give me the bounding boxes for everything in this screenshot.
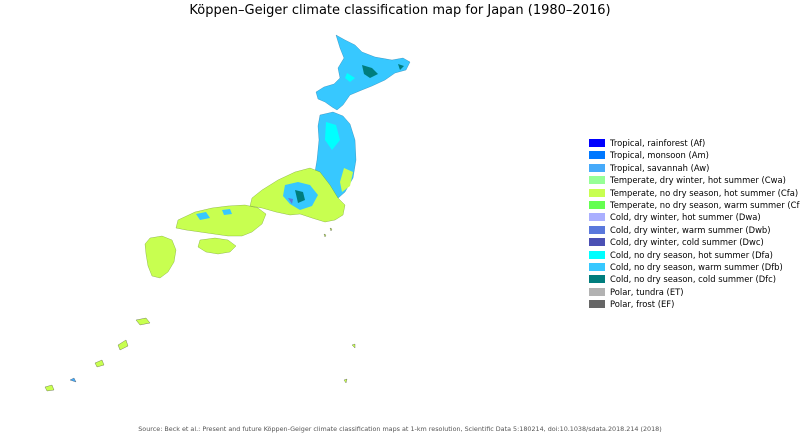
legend-label: Cold, dry winter, cold summer (Dwc) (610, 237, 764, 248)
legend-item: Tropical, monsoon (Am) (589, 149, 799, 161)
ogasawara-island-1 (351, 343, 356, 349)
western-honshu-region (175, 204, 267, 237)
legend-swatch (589, 250, 605, 259)
legend-item: Cold, no dry season, hot summer (Dfa) (589, 249, 799, 261)
chubu-mountain-dwb (288, 198, 293, 204)
legend-swatch (589, 200, 605, 209)
tohoku-cfa-edge (340, 168, 353, 192)
kanto-cfa (314, 206, 336, 220)
legend-label: Temperate, no dry season, warm summer (C… (610, 199, 800, 210)
hokkaido-warm-patch (345, 73, 355, 82)
legend-swatch (589, 163, 605, 172)
legend-label: Tropical, savannah (Aw) (610, 162, 710, 173)
legend-item: Temperate, no dry season, warm summer (C… (589, 199, 800, 211)
legend-swatch (589, 262, 605, 271)
legend-label: Temperate, dry winter, hot summer (Cwa) (610, 175, 786, 186)
legend-swatch (589, 275, 605, 284)
legend-item: Tropical, rainforest (Af) (589, 137, 799, 149)
legend-item: Polar, tundra (ET) (589, 286, 799, 298)
ryukyu-island-1 (135, 317, 151, 326)
legend-label: Cold, no dry season, cold summer (Dfc) (610, 274, 776, 285)
legend-swatch (589, 238, 605, 247)
hokkaido-region (315, 34, 411, 111)
legend-swatch (589, 287, 605, 296)
map-title: Köppen–Geiger climate classification map… (189, 3, 611, 18)
chugoku-dfa-patch (196, 212, 210, 220)
legend-swatch (589, 225, 605, 234)
legend-label: Temperate, no dry season, hot summer (Cf… (610, 187, 799, 198)
legend-swatch (589, 176, 605, 185)
izu-island-2 (323, 233, 327, 238)
chugoku-dfa-patch-2 (222, 209, 232, 215)
legend-swatch (589, 300, 605, 309)
legend-item: Cold, dry winter, warm summer (Dwb) (589, 224, 799, 236)
legend-item: Temperate, dry winter, hot summer (Cwa) (589, 174, 799, 186)
legend-label: Polar, tundra (ET) (610, 286, 684, 297)
legend-item: Cold, no dry season, warm summer (Dfb) (589, 261, 799, 273)
legend-label: Tropical, monsoon (Am) (610, 150, 709, 161)
legend-item: Tropical, savannah (Aw) (589, 162, 799, 174)
legend: Tropical, rainforest (Af) Tropical, monso… (589, 137, 800, 310)
kyushu-region (144, 235, 177, 279)
legend-item: Cold, dry winter, hot summer (Dwa) (589, 211, 799, 223)
legend-swatch (589, 213, 605, 222)
hokkaido-cold-patch-2 (398, 64, 404, 70)
legend-item: Temperate, no dry season, hot summer (Cf… (589, 187, 799, 199)
legend-swatch (589, 188, 605, 197)
legend-item: Polar, frost (EF) (589, 298, 799, 310)
legend-label: Polar, frost (EF) (610, 299, 675, 310)
ryukyu-island-5 (44, 384, 55, 392)
source-citation: Source: Beck et al.: Present and future … (138, 425, 662, 433)
tohoku-dfa-patch (325, 122, 340, 150)
legend-label: Cold, dry winter, hot summer (Dwa) (610, 212, 761, 223)
legend-item: Cold, dry winter, cold summer (Dwc) (589, 236, 799, 248)
legend-label: Cold, no dry season, warm summer (Dfb) (610, 261, 783, 272)
chubu-mountain-dfc (295, 190, 305, 203)
hokkaido-cold-patch (362, 65, 378, 78)
legend-label: Tropical, rainforest (Af) (610, 138, 706, 148)
legend-label: Cold, dry winter, warm summer (Dwb) (610, 224, 771, 235)
ryukyu-island-3 (94, 359, 105, 368)
legend-swatch (589, 139, 605, 147)
legend-label: Cold, no dry season, hot summer (Dfa) (610, 249, 773, 260)
legend-swatch (589, 151, 605, 160)
ryukyu-island-4 (69, 377, 77, 383)
ryukyu-island-2 (117, 339, 129, 351)
shikoku-region (197, 237, 237, 255)
legend-item: Cold, no dry season, cold summer (Dfc) (589, 273, 799, 285)
ogasawara-island-2 (343, 378, 348, 384)
izu-island-1 (329, 227, 333, 232)
